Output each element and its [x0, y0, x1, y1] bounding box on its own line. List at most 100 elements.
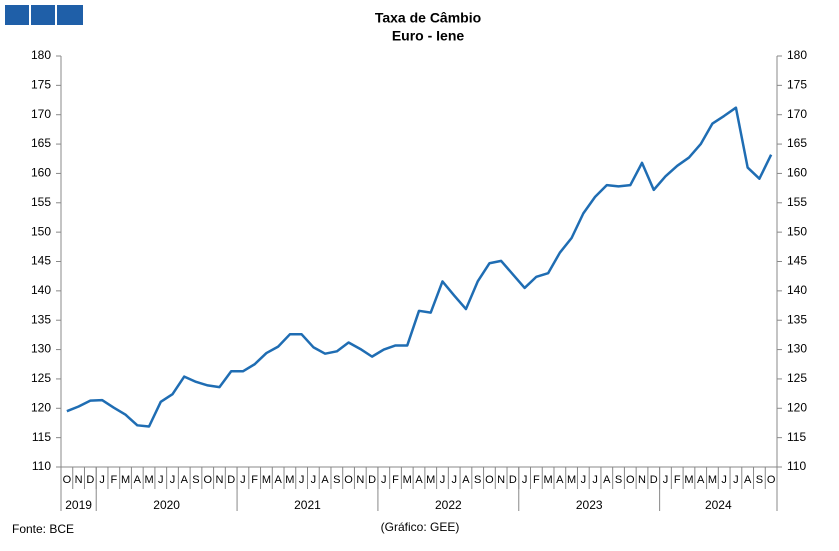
x-tick-label: N — [215, 474, 223, 486]
x-tick-label: J — [581, 474, 587, 486]
x-tick-label: D — [509, 474, 517, 486]
x-tick-label: M — [544, 474, 553, 486]
year-label: 2020 — [153, 498, 180, 512]
x-tick-label: J — [99, 474, 105, 486]
y2-tick-label: 145 — [787, 254, 807, 268]
x-tick-label: O — [203, 474, 212, 486]
x-tick-label: A — [134, 474, 142, 486]
y-tick-label: 170 — [31, 107, 51, 121]
x-tick-label: A — [697, 474, 705, 486]
x-tick-label: S — [192, 474, 199, 486]
x-tick-label: J — [158, 474, 164, 486]
y-tick-label: 145 — [31, 254, 51, 268]
logo-block — [57, 5, 83, 25]
y-tick-label: 135 — [31, 312, 51, 326]
year-label: 2023 — [576, 498, 603, 512]
logo-block — [5, 5, 29, 25]
y2-tick-label: 165 — [787, 136, 807, 150]
x-tick-label: D — [650, 474, 658, 486]
year-label: 2021 — [294, 498, 321, 512]
x-tick-label: A — [462, 474, 470, 486]
x-tick-label: J — [240, 474, 246, 486]
y-tick-label: 175 — [31, 78, 51, 92]
x-tick-label: N — [75, 474, 83, 486]
x-tick-label: O — [485, 474, 494, 486]
x-tick-label: S — [615, 474, 622, 486]
y2-tick-label: 175 — [787, 78, 807, 92]
x-tick-label: S — [474, 474, 481, 486]
x-tick-label: N — [356, 474, 364, 486]
line-series — [66, 106, 773, 428]
y-tick-label: 125 — [31, 371, 51, 385]
y2-tick-label: 160 — [787, 166, 807, 180]
x-tick-label: J — [592, 474, 598, 486]
y2-tick-label: 125 — [787, 371, 807, 385]
y-tick-label: 180 — [31, 48, 51, 62]
x-tick-label: F — [533, 474, 540, 486]
x-tick-label: N — [497, 474, 505, 486]
y-tick-label: 115 — [32, 430, 51, 444]
y-tick-label: 150 — [31, 224, 51, 238]
x-tick-label: J — [721, 474, 727, 486]
x-tick-label: M — [121, 474, 130, 486]
x-tick-label: J — [381, 474, 387, 486]
x-tick-label: A — [321, 474, 329, 486]
logo-block — [31, 5, 55, 25]
x-tick-label: D — [368, 474, 376, 486]
y-tick-label: 155 — [31, 195, 51, 209]
chart-title: Taxa de Câmbio — [375, 10, 481, 26]
x-tick-label: J — [170, 474, 176, 486]
y2-tick-label: 115 — [787, 430, 806, 444]
x-tick-label: A — [274, 474, 282, 486]
y2-tick-label: 170 — [787, 107, 807, 121]
x-tick-label: A — [415, 474, 423, 486]
x-tick-label: M — [708, 474, 717, 486]
x-tick-label: J — [440, 474, 446, 486]
x-tick-label: F — [674, 474, 681, 486]
y2-tick-label: 120 — [787, 400, 807, 414]
x-tick-label: M — [403, 474, 412, 486]
x-tick-label: D — [227, 474, 235, 486]
y-tick-label: 165 — [31, 136, 51, 150]
x-tick-label: M — [285, 474, 294, 486]
x-tick-label: O — [344, 474, 353, 486]
x-tick-label: M — [262, 474, 271, 486]
y-tick-label: 160 — [31, 166, 51, 180]
x-tick-label: O — [63, 474, 72, 486]
x-tick-label: F — [251, 474, 258, 486]
x-tick-label: A — [744, 474, 752, 486]
x-tick-label: M — [144, 474, 153, 486]
x-tick-label: O — [767, 474, 776, 486]
x-tick-label: M — [426, 474, 435, 486]
x-tick-label: A — [556, 474, 564, 486]
x-tick-label: A — [181, 474, 189, 486]
y-tick-label: 110 — [32, 459, 51, 473]
y2-tick-label: 140 — [787, 283, 807, 297]
x-tick-label: S — [756, 474, 763, 486]
chart-subtitle: Euro - Iene — [392, 28, 465, 44]
x-tick-label: J — [663, 474, 669, 486]
x-tick-label: D — [86, 474, 94, 486]
y2-tick-label: 110 — [787, 459, 806, 473]
x-tick-label: J — [522, 474, 528, 486]
y2-tick-label: 155 — [787, 195, 807, 209]
y2-tick-label: 150 — [787, 224, 807, 238]
x-tick-label: J — [299, 474, 305, 486]
y2-tick-label: 130 — [787, 342, 807, 356]
x-tick-label: A — [603, 474, 611, 486]
year-label: 2024 — [705, 498, 732, 512]
year-label: 2022 — [435, 498, 462, 512]
y2-tick-label: 180 — [787, 48, 807, 62]
x-tick-label: J — [733, 474, 739, 486]
y-tick-label: 130 — [31, 342, 51, 356]
y-tick-label: 140 — [31, 283, 51, 297]
x-tick-label: N — [638, 474, 646, 486]
x-tick-label: M — [684, 474, 693, 486]
x-tick-label: J — [311, 474, 317, 486]
x-tick-label: O — [626, 474, 635, 486]
x-tick-label: J — [451, 474, 457, 486]
y-tick-label: 120 — [31, 400, 51, 414]
x-tick-label: F — [110, 474, 117, 486]
credit: (Gráfico: GEE) — [381, 520, 460, 534]
